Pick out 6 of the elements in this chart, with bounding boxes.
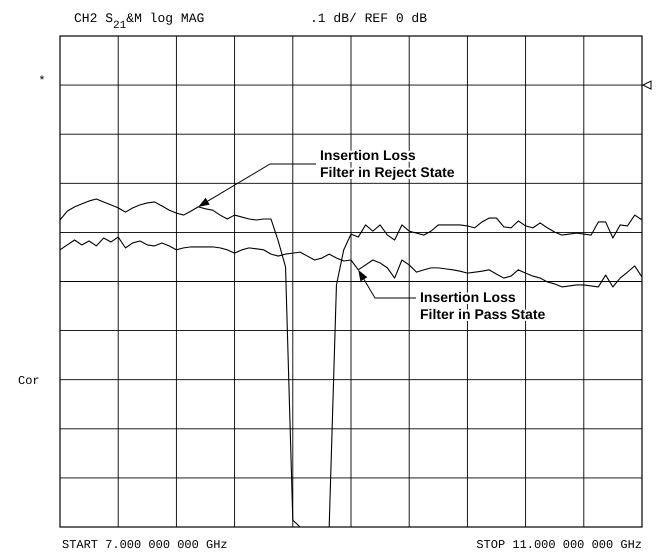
text: START 7.000 000 000 GHz	[62, 538, 228, 552]
chart-title: CH2 S$_{21}$&M log MAG	[74, 11, 204, 32]
chart-subtitle: .1 dB/ REF 0 dB	[310, 11, 428, 26]
text: *	[38, 74, 46, 88]
text: Cor	[18, 374, 40, 388]
text: STOP 11.000 000 000 GHz	[476, 538, 642, 552]
